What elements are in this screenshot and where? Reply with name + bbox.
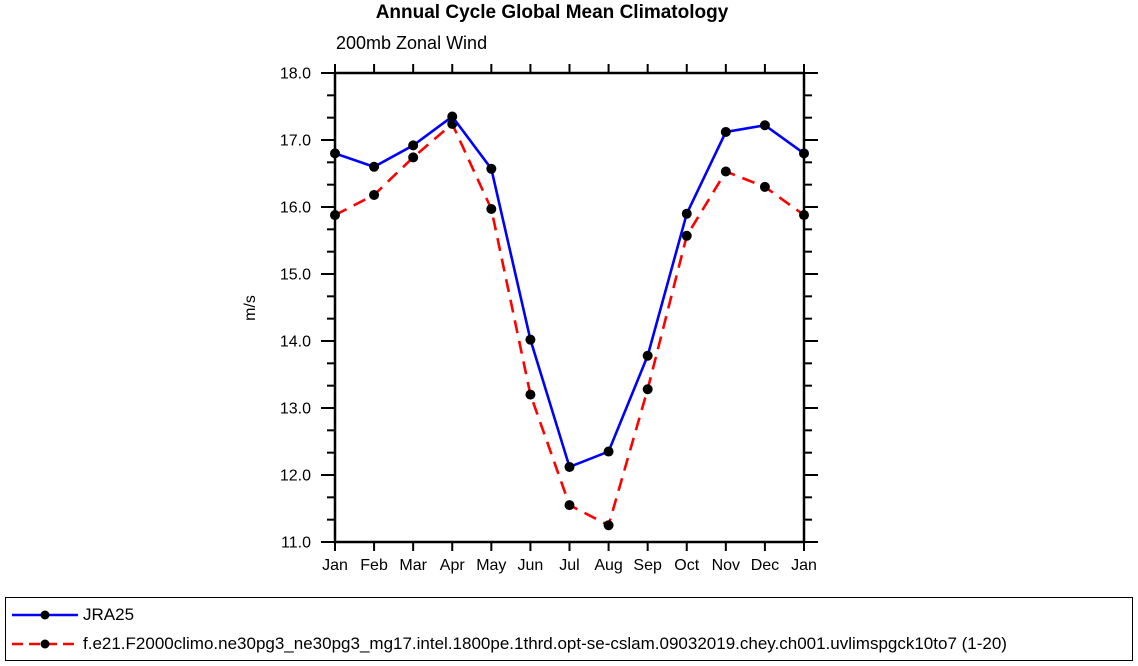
series-line-0 <box>334 114 805 469</box>
data-point-marker <box>525 334 536 345</box>
y-tick-label: 16.0 <box>280 200 311 217</box>
legend-sample-marker <box>40 639 50 648</box>
data-point-marker <box>603 520 614 531</box>
x-tick-label: Nov <box>712 557 740 574</box>
data-point-marker <box>681 230 692 241</box>
legend-item-model: f.e21.F2000climo.ne30pg3_ne30pg3_mg17.in… <box>6 629 1132 658</box>
x-tick-label: Jul <box>559 557 579 574</box>
data-point-marker <box>408 140 419 151</box>
legend-line-sample-solid <box>12 610 78 619</box>
data-point-marker <box>486 163 497 174</box>
x-tick-label: Jan <box>791 557 817 574</box>
x-tick-label: Dec <box>751 557 779 574</box>
x-tick-label: Mar <box>399 557 427 574</box>
data-point-marker <box>564 500 575 511</box>
data-point-marker <box>330 210 340 221</box>
data-point-marker <box>408 152 419 163</box>
data-point-marker <box>447 111 458 122</box>
data-point-marker <box>799 210 809 221</box>
x-tick-label: May <box>476 557 506 574</box>
data-point-marker <box>642 350 653 361</box>
chart-subtitle: 200mb Zonal Wind <box>336 33 488 53</box>
data-point-marker <box>525 389 536 400</box>
data-point-marker <box>486 204 497 215</box>
y-tick-label: 11.0 <box>281 535 311 552</box>
data-point-marker <box>720 166 731 177</box>
data-point-marker <box>603 446 614 457</box>
y-tick-label: 13.0 <box>280 401 311 418</box>
x-tick-label: Jun <box>518 557 544 574</box>
x-tick-label: Oct <box>674 557 699 574</box>
y-axis-title: m/s <box>242 295 259 321</box>
x-tick-label: Jan <box>322 557 348 574</box>
data-point-marker <box>759 181 770 192</box>
x-tick-label: Feb <box>360 557 388 574</box>
x-tick-label: Aug <box>594 557 622 574</box>
legend-label-model: f.e21.F2000climo.ne30pg3_ne30pg3_mg17.in… <box>83 633 1007 653</box>
legend-box: JRA25 f.e21.F2000climo.ne30pg3_ne30pg3_m… <box>5 597 1133 661</box>
legend-line-sample-dashed <box>12 639 78 648</box>
legend-item-jra25: JRA25 <box>6 600 1132 629</box>
data-point-marker <box>642 384 653 395</box>
y-tick-label: 17.0 <box>280 133 311 150</box>
y-tick-label: 14.0 <box>280 334 311 351</box>
data-point-marker <box>330 148 340 159</box>
data-point-marker <box>759 120 770 131</box>
chart-title: Annual Cycle Global Mean Climatology <box>375 2 729 23</box>
y-tick-label: 18.0 <box>280 66 311 83</box>
data-point-marker <box>799 148 809 159</box>
y-tick-label: 15.0 <box>280 267 311 284</box>
data-point-marker <box>369 189 380 200</box>
x-tick-label: Sep <box>633 557 662 574</box>
data-point-marker <box>369 161 380 172</box>
data-point-marker <box>564 461 575 472</box>
y-tick-label: 12.0 <box>280 468 311 485</box>
legend-sample-marker <box>40 610 50 619</box>
data-point-marker <box>681 208 692 219</box>
data-point-marker <box>720 126 731 137</box>
plot-area: Jan Feb Mar Apr May Jun Jul Aug Sep Oct Nov Dec Jan 1… <box>242 64 818 574</box>
x-tick-label: Apr <box>440 557 466 574</box>
legend-label-jra25: JRA25 <box>83 604 135 624</box>
